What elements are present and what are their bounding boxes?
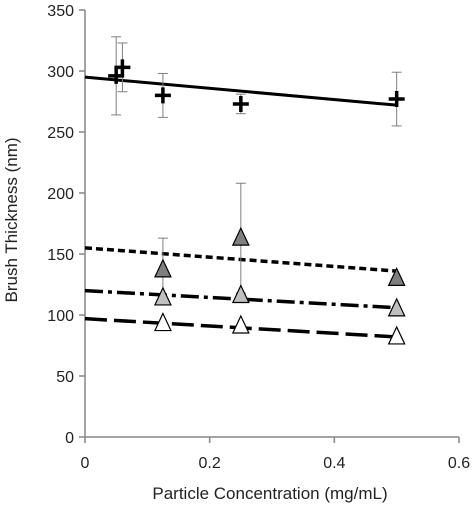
x-tick-label: 0 [81, 455, 90, 472]
plot-area: 0 50 100 150 200 250 300 350 0 0.2 0.4 0.6 [47, 3, 470, 472]
data-point-series-2 [153, 258, 172, 278]
data-point-series-3 [387, 297, 406, 317]
y-tick-label: 250 [47, 125, 74, 142]
y-tick-label: 150 [47, 247, 74, 264]
y-tick-label: 350 [47, 3, 74, 20]
y-axis-title: Brush Thickness (nm) [2, 137, 21, 302]
x-tick-label: 0.4 [323, 455, 345, 472]
x-axis-title: Particle Concentration (mg/mL) [152, 484, 387, 503]
x-tick-label: 0.6 [448, 455, 470, 472]
trendline-series-1 [84, 75, 397, 107]
data-point-series-1 [232, 95, 249, 112]
data-point-series-2 [387, 266, 406, 286]
y-tick-label: 50 [56, 369, 74, 386]
data-point-series-1 [388, 91, 405, 108]
y-tick-label: 0 [65, 430, 74, 447]
data-point-series-1 [154, 87, 171, 104]
y-tick-label: 300 [47, 64, 74, 81]
data-point-series-1 [114, 59, 131, 76]
trendline-series-3 [84, 288, 397, 310]
data-point-series-4 [153, 312, 172, 332]
data-point-series-3 [153, 286, 172, 306]
data-point-series-2 [231, 226, 250, 246]
data-point-series-4 [231, 314, 250, 334]
data-point-series-3 [231, 284, 250, 304]
x-tick-label: 0.2 [199, 455, 221, 472]
y-tick-label: 200 [47, 186, 74, 203]
data-point-series-4 [387, 325, 406, 345]
y-tick-label: 100 [47, 308, 74, 325]
data-point-series-1 [108, 67, 125, 84]
